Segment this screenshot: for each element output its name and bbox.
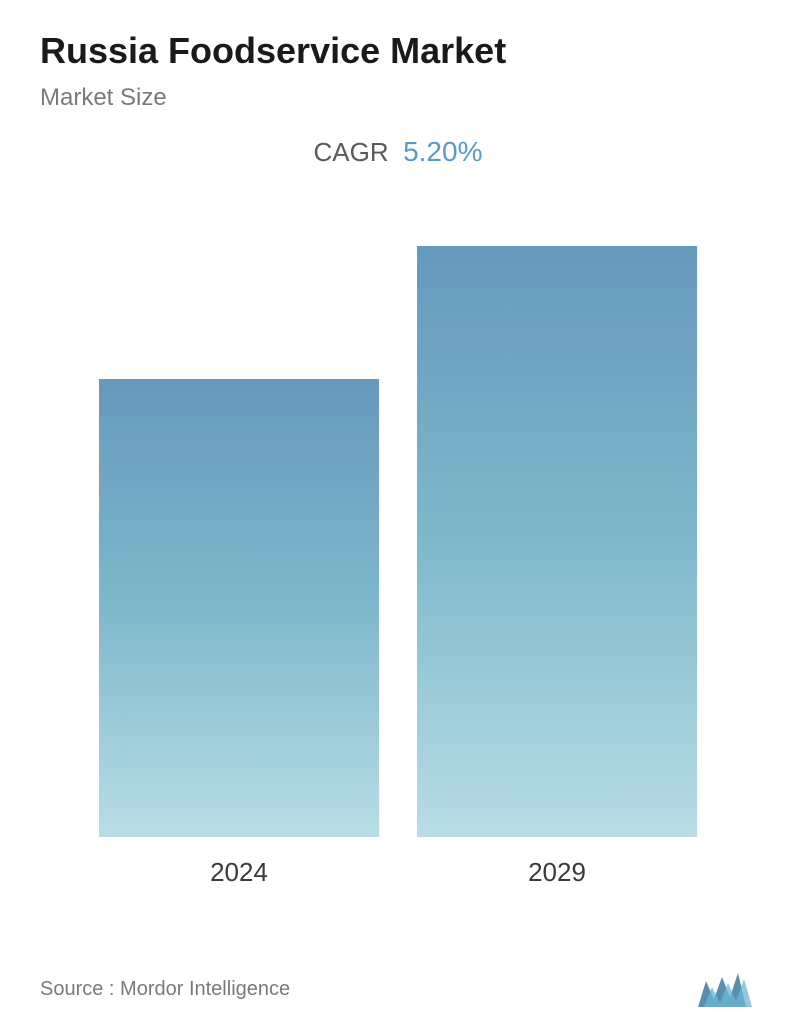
- source-text: Source : Mordor Intelligence: [40, 978, 290, 1001]
- cagr-value: 5.20%: [403, 136, 482, 167]
- chart-title: Russia Foodservice Market: [40, 30, 756, 72]
- chart-container: Russia Foodservice Market Market Size CA…: [0, 0, 796, 1034]
- chart-subtitle: Market Size: [40, 84, 756, 112]
- cagr-metric: CAGR 5.20%: [40, 136, 756, 168]
- bar-chart-area: 2024 2029: [40, 218, 756, 888]
- bar-group-0: 2024: [99, 379, 379, 888]
- chart-footer: Source : Mordor Intelligence: [40, 969, 756, 1009]
- bar-label-0: 2024: [210, 857, 268, 888]
- bar-group-1: 2029: [417, 246, 697, 888]
- bar-2029: [417, 246, 697, 837]
- cagr-label: CAGR: [314, 137, 389, 167]
- bar-2024: [99, 379, 379, 837]
- bar-label-1: 2029: [528, 857, 586, 888]
- mordor-logo-icon: [696, 969, 756, 1009]
